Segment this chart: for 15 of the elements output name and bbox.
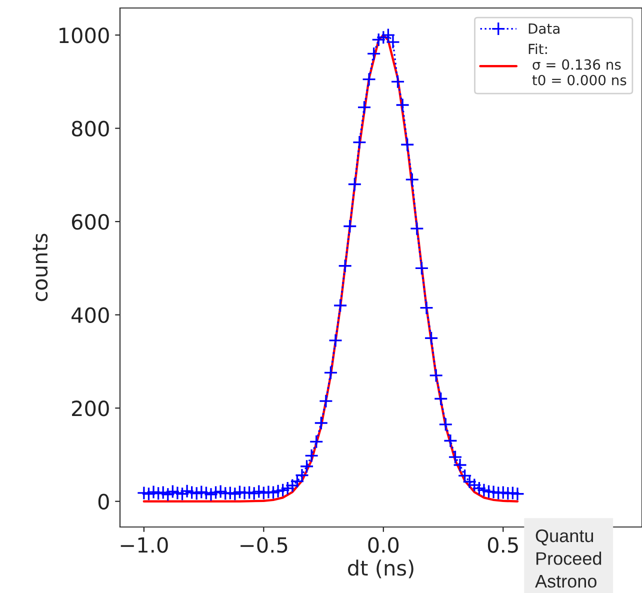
x-tick-label: −0.5 [240,537,288,553]
y-tick-label: 200 [72,400,109,416]
y-tick-label: 400 [72,307,109,324]
legend-label: Fit: σ = 0.136 ns t0 = 0.000 ns [528,43,626,86]
x-tick-label: 0.0 [368,537,399,553]
legend-label: Data [528,24,560,34]
text: Quantu Proceed Astrono [535,529,602,588]
y-tick-label: 0 [98,494,109,510]
y-tick-label: 800 [72,120,109,137]
x-tick-label: 0.5 [488,537,518,553]
y-tick-label: 600 [72,214,109,230]
x-tick-label: −1.0 [120,537,168,553]
x-axis-title: dt (ns) [348,560,414,578]
y-tick-label: 1000 [60,28,109,44]
y-axis-title: counts [32,234,48,302]
